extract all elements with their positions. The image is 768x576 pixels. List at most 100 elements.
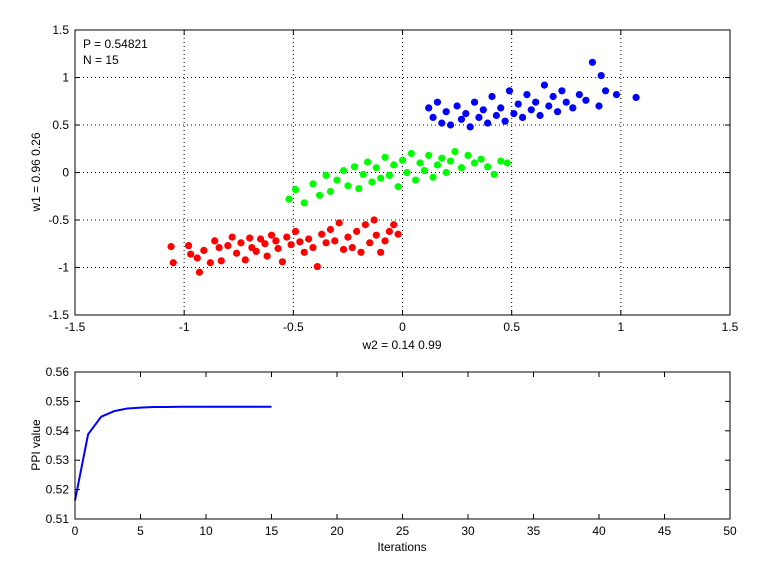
scatter-point [505,87,514,95]
ppi-plot-area [75,372,730,519]
ppi-line-series [74,405,272,501]
scatter-point [285,195,293,203]
scatter-ticks: -1.5 -1 -0.5 0 0.5 1 1.5 -1.5 -1 -0.5 0 0.5 1 1.5 [48,23,738,334]
scatter-point [484,163,492,171]
scatter-point [438,154,446,162]
scatter-point [326,225,335,234]
scatter-point [228,233,236,241]
scatter-point [278,258,287,266]
scatter-point [217,257,225,265]
scatter-point [536,111,544,120]
scatter-point [433,161,442,169]
scatter-point [595,102,603,110]
scatter-point [353,227,361,235]
scatter-point [256,235,265,243]
y-tick-label: 0.54 [46,424,70,438]
scatter-point [274,244,282,253]
scatter-point [433,98,442,106]
scatter-point [597,72,605,80]
scatter-point [305,235,313,243]
scatter-point [457,115,466,123]
scatter-point [475,113,483,121]
scatter-point [348,243,356,252]
y-tick-label: 1.5 [52,23,69,37]
scatter-point [398,156,407,164]
scatter-point [333,176,341,184]
ppi-ticks: 0 5 10 15 20 25 30 35 40 45 50 0.51 0.52 0.53 0.54 0.55… [46,365,737,538]
scatter-point [246,234,254,242]
scatter-point [582,96,590,104]
scatter-point [263,252,271,260]
scatter-point [488,92,496,101]
scatter-point [420,167,428,175]
annotation-n-value: N = 15 [83,53,119,67]
y-tick-label: 0.53 [46,453,70,467]
y-tick-label: -1 [58,261,69,275]
scatter-point [331,237,339,245]
scatter-point [477,155,485,163]
scatter-point [457,164,466,172]
y-tick-label: 0.51 [46,512,70,526]
x-tick-label: 10 [199,524,213,538]
scatter-point [416,159,424,167]
scatter-point [187,250,195,258]
scatter-point [442,168,450,177]
scatter-point [479,106,487,114]
x-tick-label: 25 [396,524,410,538]
scatter-point [300,199,308,207]
x-tick-label: -1.5 [65,320,86,334]
scatter-point [407,149,415,158]
y-tick-label: -0.5 [48,213,69,227]
scatter-point [318,230,326,238]
y-tick-label: 0.5 [52,118,69,132]
scatter-point [215,243,223,252]
scatter-point [425,104,433,112]
scatter-point [313,262,321,271]
scatter-point [359,170,367,178]
x-tick-label: 40 [592,524,606,538]
scatter-point [612,91,621,99]
scatter-point [339,167,348,175]
x-tick-label: 20 [330,524,344,538]
scatter-point [453,102,461,110]
scatter-point [283,233,291,241]
scatter-point [490,170,498,178]
scatter-point [446,121,455,129]
scatter-point [322,239,330,247]
scatter-point [390,221,398,229]
x-tick-label: -1 [179,320,190,334]
scatter-point [377,248,385,256]
scatter-point [569,104,577,112]
scatter-point [497,157,505,165]
x-tick-label: 0.5 [503,320,520,334]
scatter-point [211,237,219,245]
scatter-point [518,113,527,121]
scatter-point [300,248,308,256]
x-tick-label: 0 [399,320,406,334]
scatter-point [291,186,300,194]
scatter-point [366,239,374,247]
scatter-point [372,164,380,172]
scatter-point [261,240,269,248]
scatter-point [429,173,437,181]
scatter-point [446,157,455,165]
scatter-point [558,87,566,95]
x-tick-label: 30 [461,524,475,538]
scatter-point [309,243,317,252]
scatter-point [381,237,389,245]
scatter-point [425,151,433,159]
scatter-point [377,174,385,182]
scatter-point [355,185,363,193]
scatter-point [390,161,398,169]
scatter-point [510,110,518,118]
scatter-point [501,117,509,125]
scatter-point [412,176,420,184]
scatter-point [322,171,330,179]
scatter-point [335,219,343,227]
scatter-point [252,247,260,255]
scatter-point [241,256,249,264]
scatter-point [370,216,378,224]
scatter-point [429,113,437,121]
scatter-point [309,180,317,188]
scatter-point [195,268,204,276]
